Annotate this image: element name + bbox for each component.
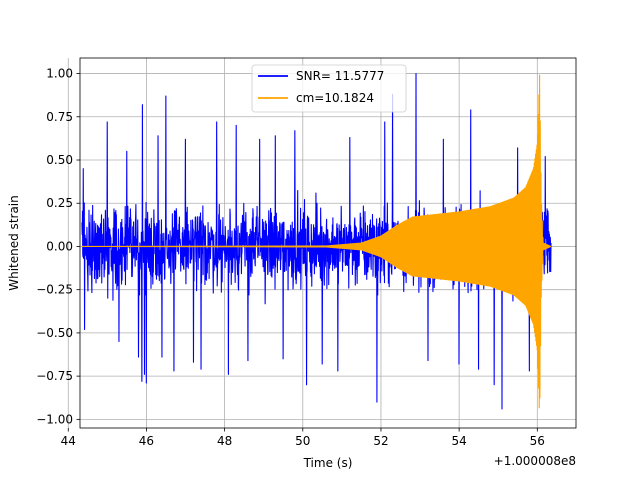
y-tick-label: 0.00 — [46, 239, 73, 253]
y-tick-label: −0.50 — [36, 326, 73, 340]
legend-label-cm: cm=10.1824 — [296, 91, 374, 105]
y-axis-label: Whitened strain — [7, 195, 21, 291]
y-tick-label: −1.00 — [36, 412, 73, 426]
y-tick-label: −0.25 — [36, 283, 73, 297]
y-tick-label: 0.75 — [46, 110, 73, 124]
axis-ticks: 44 46 48 50 52 54 56 −1.00 −0.75 −0.50 −0.25 0.00 0.… — [36, 67, 545, 448]
x-axis-offset-label: +1.000008e8 — [494, 454, 576, 468]
legend: SNR= 11.5777 cm=10.1824 — [251, 64, 407, 113]
y-tick-label: 0.50 — [46, 153, 73, 167]
x-tick-label: 52 — [373, 434, 388, 448]
plot-series — [81, 73, 552, 410]
y-tick-label: 0.25 — [46, 196, 73, 210]
y-tick-label: 1.00 — [46, 67, 73, 81]
x-tick-label: 44 — [61, 434, 76, 448]
legend-box — [251, 64, 407, 113]
x-tick-label: 56 — [530, 434, 545, 448]
x-tick-label: 46 — [139, 434, 154, 448]
y-tick-label: −0.75 — [36, 369, 73, 383]
series-line-cm — [81, 74, 552, 409]
legend-label-snr: SNR= 11.5777 — [296, 69, 384, 83]
x-tick-label: 54 — [451, 434, 466, 448]
x-tick-label: 50 — [295, 434, 310, 448]
grid-lines — [67, 58, 576, 428]
x-tick-label: 48 — [217, 434, 232, 448]
plot-frame — [79, 57, 577, 429]
x-axis-label: Time (s) — [303, 456, 353, 470]
